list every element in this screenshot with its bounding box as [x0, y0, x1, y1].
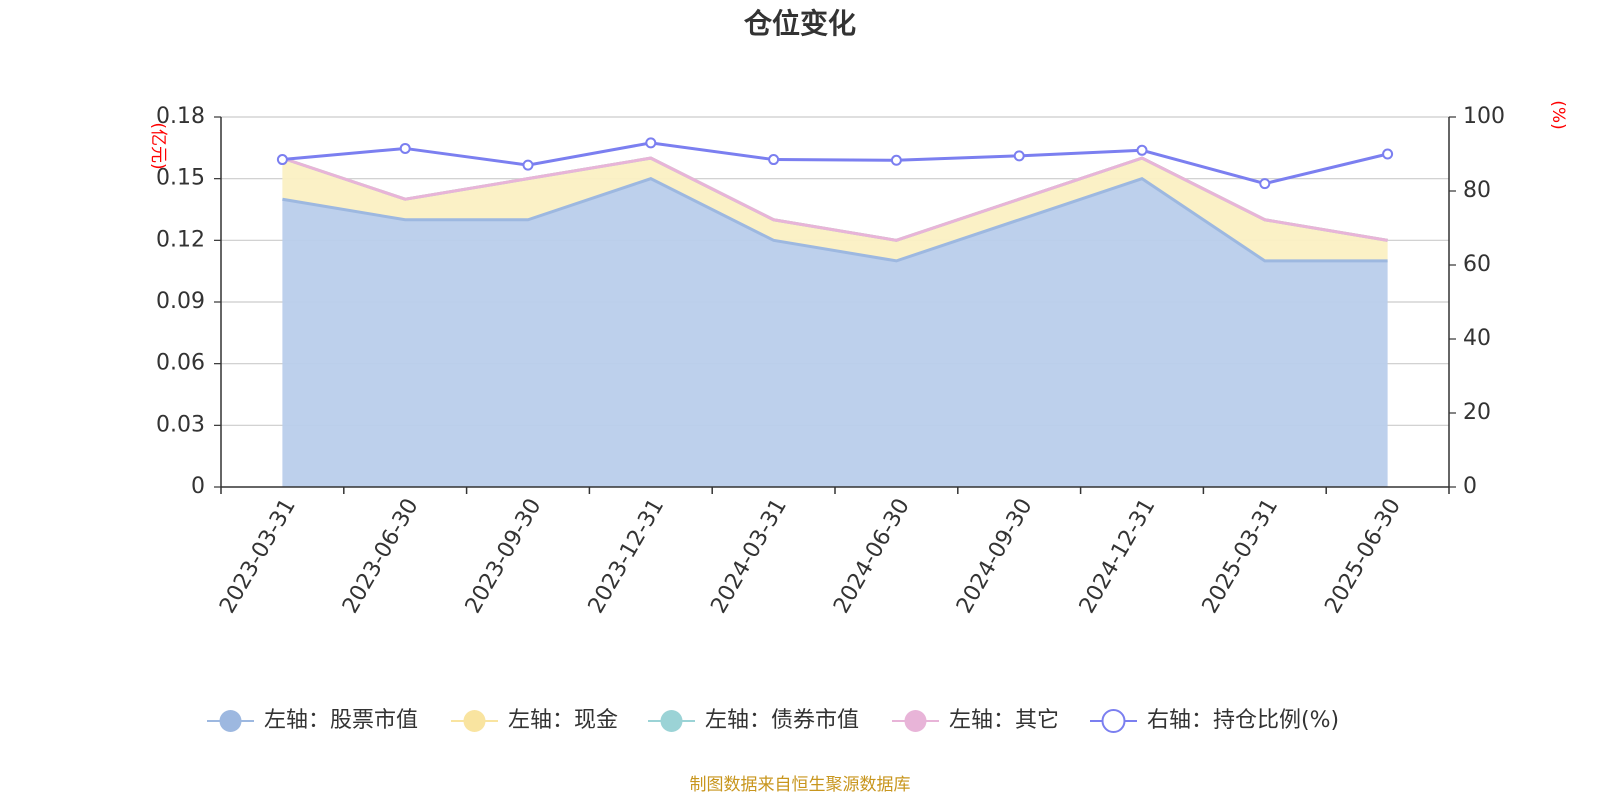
legend-marker	[904, 710, 927, 732]
holding-ratio-point	[399, 142, 411, 154]
chart-title: 仓位变化	[744, 7, 856, 40]
legend-marker	[463, 710, 486, 732]
holding-ratio-point	[1013, 150, 1025, 162]
legend-item[interactable]: 左轴：股票市值	[207, 708, 418, 733]
left-tick-label: 0	[191, 474, 205, 499]
x-tick-label: 2023-12-31	[584, 495, 670, 618]
x-tick-label: 2023-09-30	[461, 495, 547, 618]
x-tick-label: 2024-06-30	[829, 495, 915, 618]
line-holding-ratio	[282, 141, 1388, 186]
legend-item[interactable]: 左轴：债券市值	[648, 708, 859, 733]
holding-ratio-point	[522, 159, 534, 171]
legend-label: 左轴：其它	[949, 708, 1059, 733]
area-左轴：股票市值	[282, 178, 1388, 487]
line-左轴：股票市值	[282, 177, 1388, 263]
legend-marker	[219, 710, 242, 732]
left-tick-label: 0.03	[156, 412, 205, 437]
x-tick-label: 2024-03-31	[706, 495, 792, 618]
right-tick-label: 40	[1463, 326, 1491, 351]
right-tick-label: 20	[1463, 400, 1491, 425]
legend-label: 左轴：债券市值	[705, 708, 859, 733]
holding-ratio-point	[768, 154, 780, 166]
right-tick-label: 100	[1463, 104, 1505, 129]
holding-ratio-point	[645, 137, 657, 149]
right-tick-label: 0	[1463, 474, 1477, 499]
area-左轴：现金	[282, 158, 1388, 261]
series-lines	[276, 137, 1394, 263]
legend-item[interactable]: 左轴：现金	[451, 708, 618, 733]
legend-marker	[1101, 709, 1126, 733]
line-左轴：其它	[281, 156, 1388, 242]
stacked-areas	[282, 158, 1388, 487]
right-axis-ticks: 0 20 40 60 80 100	[1449, 104, 1505, 499]
legend-label: 左轴：现金	[508, 708, 618, 733]
x-tick-label: 2024-12-31	[1075, 495, 1161, 618]
right-axis-unit: (%)	[1548, 100, 1568, 129]
left-axis-unit: (亿元)	[148, 122, 168, 169]
right-tick-label: 80	[1463, 178, 1491, 203]
x-axis-ticks: 2023-03-31 2023-06-30 2023-09-30 2023-12-31…	[215, 487, 1450, 618]
legend: 左轴：股票市值 左轴：现金 左轴：债券市值 左轴：其它 右轴：持仓比例(%)	[207, 708, 1339, 733]
legend-label: 右轴：持仓比例(%)	[1147, 708, 1339, 733]
x-tick-label: 2023-03-31	[215, 495, 301, 618]
legend-item[interactable]: 右轴：持仓比例(%)	[1090, 708, 1339, 733]
source-note: 制图数据来自恒生聚源数据库	[690, 775, 911, 795]
left-tick-label: 0.15	[156, 166, 205, 191]
holding-ratio-point	[1136, 144, 1148, 156]
x-tick-label: 2025-03-31	[1198, 495, 1284, 618]
left-tick-label: 0.12	[156, 227, 205, 252]
legend-label: 左轴：股票市值	[264, 708, 418, 733]
legend-marker	[660, 710, 683, 732]
left-tick-label: 0.09	[156, 289, 205, 314]
right-tick-label: 60	[1463, 252, 1491, 277]
x-tick-label: 2024-09-30	[952, 495, 1038, 618]
holding-ratio-point	[1382, 148, 1394, 160]
left-tick-label: 0.06	[156, 351, 205, 376]
legend-item[interactable]: 左轴：其它	[892, 708, 1059, 733]
left-axis-ticks: 0 0.03 0.06 0.09 0.12 0.15 0.18	[156, 104, 221, 499]
holding-ratio-point	[1259, 178, 1271, 190]
left-tick-label: 0.18	[156, 104, 205, 129]
x-tick-label: 2025-06-30	[1320, 495, 1406, 618]
x-tick-label: 2023-06-30	[338, 495, 424, 618]
holding-ratio-point	[890, 154, 902, 166]
holding-ratio-point	[276, 154, 288, 166]
